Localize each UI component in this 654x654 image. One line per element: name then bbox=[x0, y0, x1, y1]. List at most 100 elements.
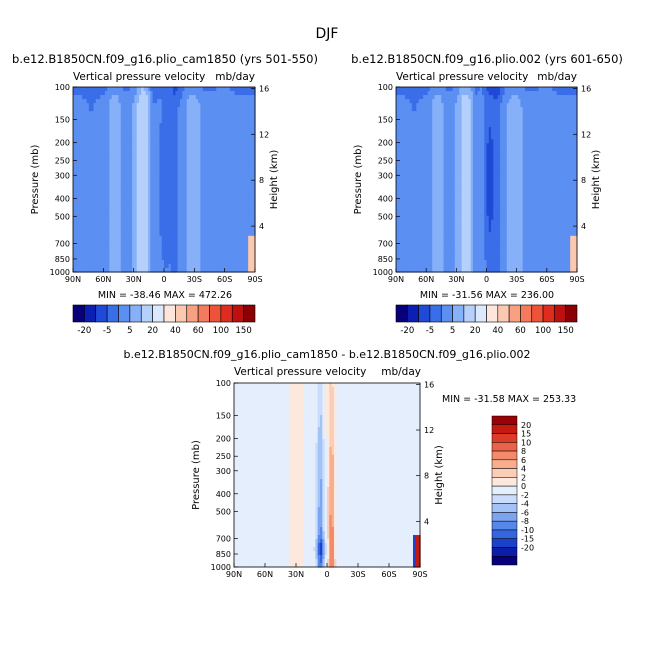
contour-cell bbox=[102, 219, 106, 225]
contour-cell bbox=[113, 131, 117, 136]
contour-cell bbox=[150, 115, 154, 120]
contour-cell bbox=[73, 131, 76, 136]
contour-cell bbox=[98, 215, 101, 221]
contour-cell bbox=[129, 135, 133, 140]
contour-cell bbox=[120, 199, 124, 205]
contour-cell bbox=[134, 267, 138, 273]
contour-cell bbox=[75, 175, 79, 181]
contour-cell bbox=[109, 171, 113, 177]
contour-cell bbox=[107, 131, 111, 136]
contour-cell bbox=[145, 247, 149, 253]
contour-cell bbox=[73, 251, 76, 257]
contour-cell bbox=[141, 103, 145, 108]
contour-cell bbox=[143, 139, 147, 144]
contour-cell bbox=[132, 219, 136, 225]
contour-cell bbox=[145, 219, 149, 225]
contour-cell bbox=[136, 247, 140, 253]
contour-cell bbox=[82, 255, 85, 261]
contour-cell bbox=[100, 135, 104, 140]
contour-cell bbox=[98, 155, 101, 160]
contour-cell bbox=[95, 115, 99, 120]
contour-cell bbox=[150, 259, 154, 265]
contour-cell bbox=[102, 231, 106, 237]
contour-cell bbox=[164, 139, 167, 144]
contour-cell bbox=[154, 259, 158, 265]
contour-cell bbox=[88, 243, 92, 249]
contour-cell bbox=[152, 151, 156, 156]
contour-cell bbox=[127, 175, 131, 181]
contour-cell bbox=[159, 175, 163, 181]
contour-cell bbox=[79, 223, 83, 229]
contour-cell bbox=[123, 203, 126, 209]
contour-cell bbox=[82, 259, 85, 265]
contour-cell bbox=[79, 135, 83, 140]
contour-cell bbox=[143, 143, 147, 148]
contour-cell bbox=[141, 107, 145, 112]
contour-cell bbox=[107, 227, 111, 233]
contour-cell bbox=[125, 179, 129, 185]
contour-cell bbox=[88, 267, 92, 273]
contour-cell bbox=[100, 107, 104, 112]
contour-cell bbox=[118, 215, 122, 221]
contour-cell bbox=[116, 143, 120, 148]
contour-cell bbox=[143, 163, 147, 169]
contour-cell bbox=[111, 235, 115, 241]
contour-cell bbox=[134, 115, 138, 120]
contour-cell bbox=[134, 215, 138, 221]
contour-cell bbox=[154, 195, 158, 201]
contour-cell bbox=[73, 167, 76, 173]
contour-cell bbox=[138, 111, 142, 116]
contour-cell bbox=[164, 91, 167, 96]
contour-cell bbox=[148, 199, 151, 205]
contour-cell bbox=[113, 175, 117, 181]
contour-cell bbox=[107, 235, 111, 241]
contour-cell bbox=[148, 227, 151, 233]
contour-cell bbox=[79, 235, 83, 241]
contour-cell bbox=[104, 99, 108, 104]
contour-cell bbox=[95, 183, 99, 189]
contour-cell bbox=[141, 255, 145, 261]
contour-cell bbox=[116, 239, 120, 245]
contour-cell bbox=[93, 119, 97, 124]
contour-cell bbox=[113, 127, 117, 132]
contour-cell bbox=[141, 251, 145, 257]
contour-cell bbox=[111, 251, 115, 257]
contour-cell bbox=[77, 259, 81, 265]
contour-cell bbox=[148, 191, 151, 197]
contour-cell bbox=[123, 255, 126, 261]
contour-cell bbox=[100, 163, 104, 169]
contour-cell bbox=[154, 187, 158, 193]
contour-cell bbox=[159, 231, 163, 237]
contour-cell bbox=[157, 135, 161, 140]
contour-cell bbox=[150, 267, 154, 273]
contour-cell bbox=[164, 175, 167, 181]
contour-cell bbox=[141, 111, 145, 116]
contour-cell bbox=[104, 87, 108, 92]
contour-cell bbox=[154, 127, 158, 132]
contour-cell bbox=[107, 115, 111, 120]
contour-cell bbox=[84, 263, 88, 269]
contour-cell bbox=[132, 223, 136, 229]
contour-cell bbox=[154, 219, 158, 225]
contour-cell bbox=[129, 123, 133, 128]
contour-cell bbox=[152, 91, 156, 96]
contour-cell bbox=[88, 179, 92, 185]
contour-cell bbox=[129, 187, 133, 193]
panel-subtitle-units: mb/day bbox=[215, 71, 255, 83]
panel-subtitle-units: mb/day bbox=[537, 71, 577, 83]
contour-cell bbox=[75, 159, 79, 165]
contour-cell bbox=[75, 203, 79, 209]
contour-cell bbox=[104, 191, 108, 197]
contour-cell bbox=[123, 215, 126, 221]
contour-cell bbox=[129, 147, 133, 152]
colorbar-swatch bbox=[152, 304, 165, 323]
contour-cell bbox=[102, 223, 106, 229]
contour-cell bbox=[125, 191, 129, 197]
contour-cell bbox=[91, 251, 95, 257]
contour-cell bbox=[98, 263, 101, 269]
contour-cell bbox=[125, 95, 129, 100]
contour-cell bbox=[75, 107, 79, 112]
contour-cell bbox=[164, 231, 167, 237]
contour-cell bbox=[129, 107, 133, 112]
contour-cell bbox=[120, 207, 124, 213]
